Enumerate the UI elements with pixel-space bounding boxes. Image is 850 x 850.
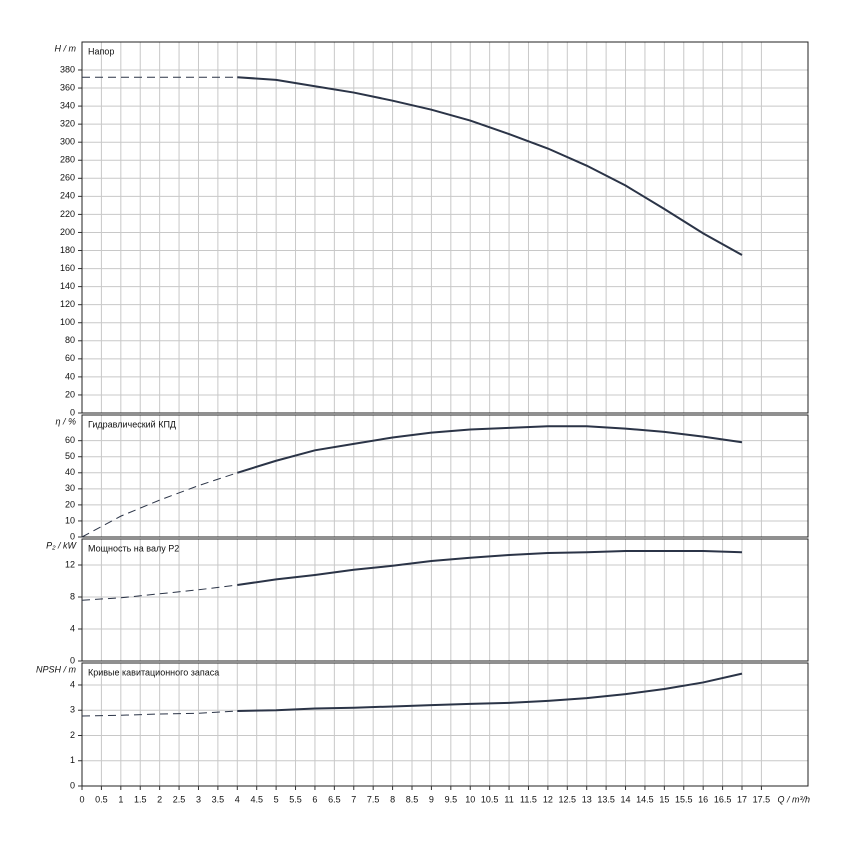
x-tick-label: 3.5 (212, 794, 225, 804)
x-tick-label: 1 (118, 794, 123, 804)
y-tick-label: 200 (60, 227, 75, 237)
y-tick-label: 100 (60, 317, 75, 327)
y-tick-label: 80 (65, 335, 75, 345)
y-tick-label: 220 (60, 209, 75, 219)
x-tick-label: 7.5 (367, 794, 380, 804)
panel-title: Напор (88, 46, 114, 56)
x-tick-label: 0.5 (95, 794, 108, 804)
panel-title: Мощность на валу P2 (88, 543, 179, 553)
y-axis-label: NPSH / m (36, 664, 77, 674)
y-tick-label: 60 (65, 435, 75, 445)
x-tick-label: 2 (157, 794, 162, 804)
y-tick-label: 160 (60, 263, 75, 273)
x-tick-label: 4 (235, 794, 240, 804)
y-tick-label: 30 (65, 483, 75, 493)
y-tick-label: 20 (65, 389, 75, 399)
x-tick-label: 6 (312, 794, 317, 804)
y-tick-label: 4 (70, 623, 75, 633)
x-tick-label: 14.5 (636, 794, 654, 804)
y-tick-label: 140 (60, 281, 75, 291)
x-tick-label: 4.5 (250, 794, 263, 804)
y-tick-label: 280 (60, 155, 75, 165)
x-tick-label: 2.5 (173, 794, 186, 804)
y-tick-label: 240 (60, 191, 75, 201)
x-tick-label: 14 (621, 794, 631, 804)
y-axis-label: H / m (55, 43, 77, 53)
y-tick-label: 10 (65, 515, 75, 525)
x-tick-label: 13.5 (597, 794, 615, 804)
y-tick-label: 0 (70, 655, 75, 665)
x-tick-label: 12 (543, 794, 553, 804)
x-tick-label: 15 (659, 794, 669, 804)
x-tick-label: 10 (465, 794, 475, 804)
curve (237, 550, 743, 586)
y-axis-label: P₂ / kW (46, 540, 77, 550)
y-tick-label: 20 (65, 499, 75, 509)
panel-frame (81, 41, 809, 414)
panel-title: Гидравлический КПД (88, 419, 176, 429)
y-tick-label: 3 (70, 705, 75, 715)
y-tick-label: 120 (60, 299, 75, 309)
panel-title: Кривые кавитационного запаса (88, 667, 219, 677)
x-tick-label: 13 (582, 794, 592, 804)
x-tick-label: 1.5 (134, 794, 147, 804)
y-tick-label: 0 (70, 407, 75, 417)
y-tick-label: 320 (60, 119, 75, 129)
y-tick-label: 8 (70, 591, 75, 601)
y-tick-label: 0 (70, 531, 75, 541)
x-tick-label: 17.5 (753, 794, 771, 804)
x-tick-label: 16 (698, 794, 708, 804)
x-tick-label: 10.5 (481, 794, 499, 804)
x-tick-label: 15.5 (675, 794, 693, 804)
x-tick-label: 3 (196, 794, 201, 804)
y-tick-label: 40 (65, 371, 75, 381)
x-tick-label: 11.5 (520, 794, 537, 804)
y-tick-label: 0 (70, 780, 75, 790)
y-tick-label: 180 (60, 245, 75, 255)
x-tick-label: 6.5 (328, 794, 341, 804)
y-axis-label: η / % (55, 416, 76, 426)
y-tick-label: 260 (60, 173, 75, 183)
panel-frame (81, 662, 809, 787)
y-tick-label: 2 (70, 730, 75, 740)
x-tick-label: 5 (274, 794, 279, 804)
x-tick-label: 0 (79, 794, 84, 804)
y-tick-label: 12 (65, 559, 75, 569)
panel-frame (81, 538, 809, 662)
curve (237, 672, 743, 712)
x-axis-label: Q / m³/h (777, 794, 810, 804)
y-tick-label: 4 (70, 679, 75, 689)
x-tick-label: 8 (390, 794, 395, 804)
x-tick-label: 7 (351, 794, 356, 804)
y-tick-label: 50 (65, 451, 75, 461)
x-tick-label: 12.5 (559, 794, 577, 804)
y-tick-label: 300 (60, 137, 75, 147)
x-tick-label: 11 (504, 794, 513, 804)
x-tick-label: 9.5 (445, 794, 458, 804)
curve (81, 472, 238, 538)
panel-frame (81, 414, 809, 538)
y-tick-label: 40 (65, 467, 75, 477)
x-tick-label: 17 (737, 794, 747, 804)
curve (237, 76, 743, 256)
y-tick-label: 60 (65, 353, 75, 363)
y-tick-label: 360 (60, 82, 75, 92)
x-tick-label: 9 (429, 794, 434, 804)
x-tick-label: 8.5 (406, 794, 419, 804)
y-tick-label: 340 (60, 100, 75, 110)
y-tick-label: 380 (60, 64, 75, 74)
x-tick-label: 16.5 (714, 794, 732, 804)
y-tick-label: 1 (70, 755, 75, 765)
x-tick-label: 5.5 (289, 794, 302, 804)
curve (236, 425, 743, 474)
